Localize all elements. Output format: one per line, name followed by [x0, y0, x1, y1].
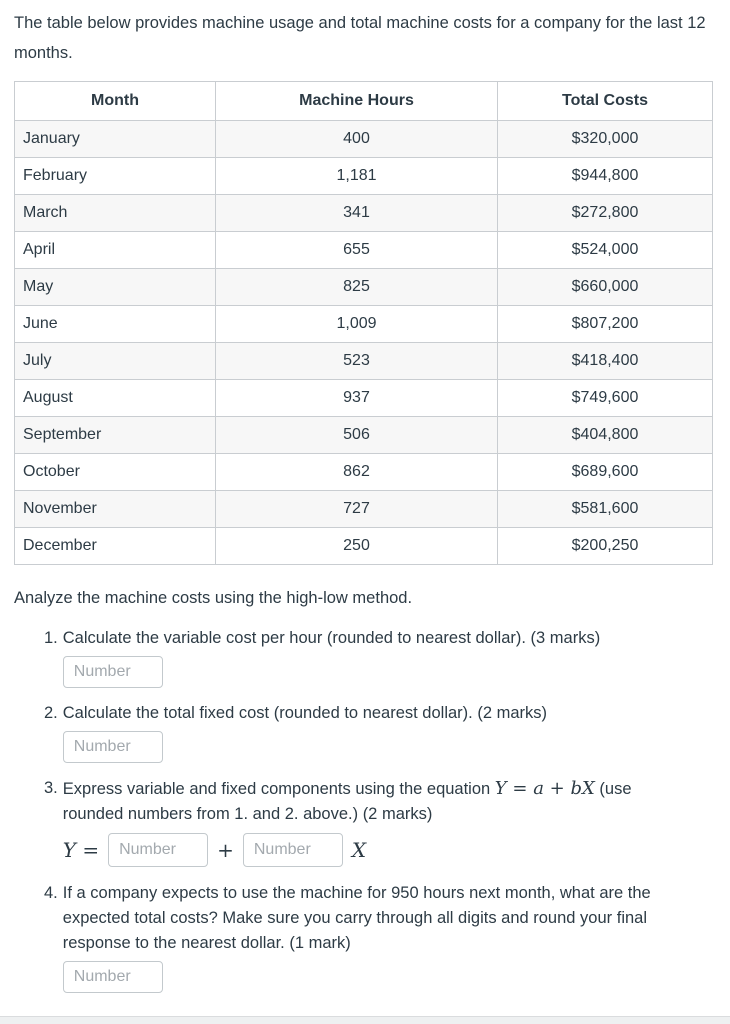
- question-1: 1. Calculate the variable cost per hour …: [44, 626, 712, 701]
- month-cell: August: [14, 379, 216, 417]
- table-row: August 937 $749,600: [14, 379, 713, 417]
- month-cell: October: [14, 453, 216, 491]
- question-2: 2. Calculate the total fixed cost (round…: [44, 701, 712, 776]
- cost-cell: $200,250: [497, 527, 713, 565]
- cost-cell: $320,000: [497, 120, 713, 158]
- q1-answer-input[interactable]: [62, 656, 163, 688]
- cost-cell: $944,800: [497, 157, 713, 195]
- question-1-text: Calculate the variable cost per hour (ro…: [62, 629, 601, 647]
- intro-text: The table below provides machine usage a…: [14, 14, 706, 62]
- month-cell: April: [14, 231, 216, 269]
- cost-cell: $807,200: [497, 305, 713, 343]
- month-cell: November: [14, 490, 216, 528]
- cost-cell: $660,000: [497, 268, 713, 306]
- hours-cell: 341: [215, 194, 498, 232]
- month-cell: December: [14, 527, 216, 565]
- cost-cell: $581,600: [497, 490, 713, 528]
- equation-y-label: Y =: [62, 837, 100, 862]
- hours-cell: 937: [215, 379, 498, 417]
- cost-cell: $404,800: [497, 416, 713, 454]
- column-header-month: Month: [14, 81, 216, 121]
- q3-intercept-input[interactable]: [108, 833, 209, 867]
- table-row: February 1,181 $944,800: [14, 157, 713, 195]
- q3-slope-input[interactable]: [242, 833, 343, 867]
- question-1-number: 1.: [44, 629, 58, 647]
- cost-cell: $524,000: [497, 231, 713, 269]
- equation-inline: Y = a + bX: [494, 778, 595, 799]
- table-row: April 655 $524,000: [14, 231, 713, 269]
- hours-cell: 1,181: [215, 157, 498, 195]
- month-cell: February: [14, 157, 216, 195]
- cost-cell: $272,800: [497, 194, 713, 232]
- question-3-text: Express variable and fixed components us…: [62, 778, 632, 823]
- column-header-total-costs: Total Costs: [497, 81, 713, 121]
- table-row: September 506 $404,800: [14, 416, 713, 454]
- hours-cell: 400: [215, 120, 498, 158]
- column-header-machine-hours: Machine Hours: [215, 81, 498, 121]
- hours-cell: 506: [215, 416, 498, 454]
- question-4: 4. If a company expects to use the machi…: [44, 881, 712, 1006]
- hours-cell: 1,009: [215, 305, 498, 343]
- question-2-text: Calculate the total fixed cost (rounded …: [62, 704, 547, 722]
- month-cell: July: [14, 342, 216, 380]
- table-row: January 400 $320,000: [14, 120, 713, 158]
- table-row: July 523 $418,400: [14, 342, 713, 380]
- table-row: December 250 $200,250: [14, 527, 713, 565]
- question-2-number: 2.: [44, 704, 58, 722]
- question-4-number: 4.: [44, 884, 58, 902]
- month-cell: June: [14, 305, 216, 343]
- next-section-divider: [0, 1016, 730, 1024]
- table-header-row: Month Machine Hours Total Costs: [14, 81, 713, 121]
- q4-answer-input[interactable]: [62, 961, 163, 993]
- month-cell: May: [14, 268, 216, 306]
- table-row: May 825 $660,000: [14, 268, 713, 306]
- machine-data-table: Month Machine Hours Total Costs January …: [14, 81, 713, 565]
- table-row: June 1,009 $807,200: [14, 305, 713, 343]
- equation-answer-row: Y = + X: [63, 833, 688, 867]
- cost-cell: $749,600: [497, 379, 713, 417]
- hours-cell: 523: [215, 342, 498, 380]
- hours-cell: 825: [215, 268, 498, 306]
- question-4-text: If a company expects to use the machine …: [62, 884, 651, 952]
- hours-cell: 727: [215, 490, 498, 528]
- hours-cell: 655: [215, 231, 498, 269]
- question-3: 3. Express variable and fixed components…: [44, 776, 712, 881]
- table-row: October 862 $689,600: [14, 453, 713, 491]
- analysis-heading: Analyze the machine costs using the high…: [14, 589, 413, 607]
- month-cell: March: [14, 194, 216, 232]
- month-cell: September: [14, 416, 216, 454]
- cost-cell: $689,600: [497, 453, 713, 491]
- hours-cell: 862: [215, 453, 498, 491]
- equation-plus-sign: +: [217, 837, 234, 862]
- table-row: November 727 $581,600: [14, 490, 713, 528]
- table-row: March 341 $272,800: [14, 194, 713, 232]
- q2-answer-input[interactable]: [62, 731, 163, 763]
- equation-x-label: X: [351, 837, 367, 862]
- cost-cell: $418,400: [497, 342, 713, 380]
- question-3-number: 3.: [44, 779, 58, 797]
- month-cell: January: [14, 120, 216, 158]
- hours-cell: 250: [215, 527, 498, 565]
